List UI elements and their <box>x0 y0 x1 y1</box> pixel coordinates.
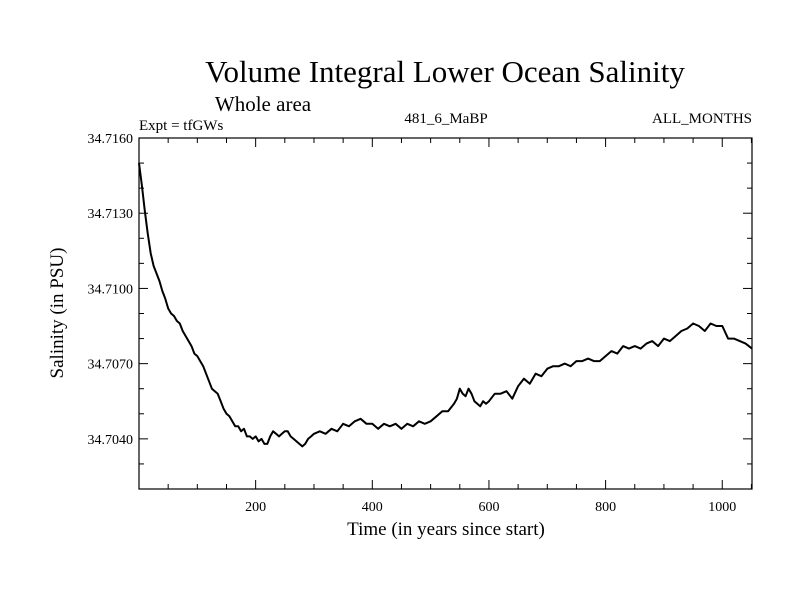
x-tick-label: 800 <box>595 500 616 515</box>
experiment-label: Expt = tfGWs <box>139 118 223 134</box>
chart-title: Volume Integral Lower Ocean Salinity <box>205 54 685 89</box>
x-tick-label: 200 <box>245 500 266 515</box>
plot-frame <box>138 137 753 490</box>
x-tick-label: 600 <box>478 500 499 515</box>
y-tick-label: 34.7040 <box>88 433 134 448</box>
x-axis-label: Time (in years since start) <box>347 519 545 540</box>
series-line-salinity <box>138 162 753 448</box>
y-tick-label: 34.7070 <box>88 358 134 373</box>
chart-subtitle: Whole area <box>215 92 312 116</box>
x-tick-label: 1000 <box>708 500 736 515</box>
y-axis-label: Salinity (in PSU) <box>47 248 68 379</box>
run-id-label: 481_6_MaBP <box>404 111 487 127</box>
months-label: ALL_MONTHS <box>652 111 752 127</box>
axis-ticks <box>139 138 752 489</box>
x-tick-label: 400 <box>362 500 383 515</box>
y-tick-label: 34.7100 <box>88 282 134 297</box>
y-tick-label: 34.7160 <box>88 132 134 147</box>
axis-tick-labels: 200 400 600 800 1000 34.7040 34.7070 34.7100 34.… <box>88 132 737 515</box>
y-tick-label: 34.7130 <box>88 207 134 222</box>
